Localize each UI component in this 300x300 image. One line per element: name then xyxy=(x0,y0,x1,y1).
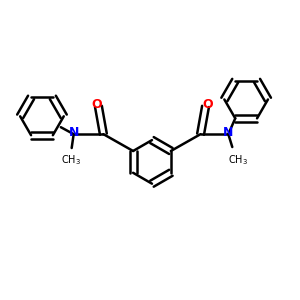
Text: O: O xyxy=(91,98,102,111)
Text: N: N xyxy=(223,126,233,139)
Text: CH$_3$: CH$_3$ xyxy=(61,153,81,167)
Text: O: O xyxy=(202,98,213,111)
Text: N: N xyxy=(68,126,79,139)
Text: CH$_3$: CH$_3$ xyxy=(228,153,248,167)
